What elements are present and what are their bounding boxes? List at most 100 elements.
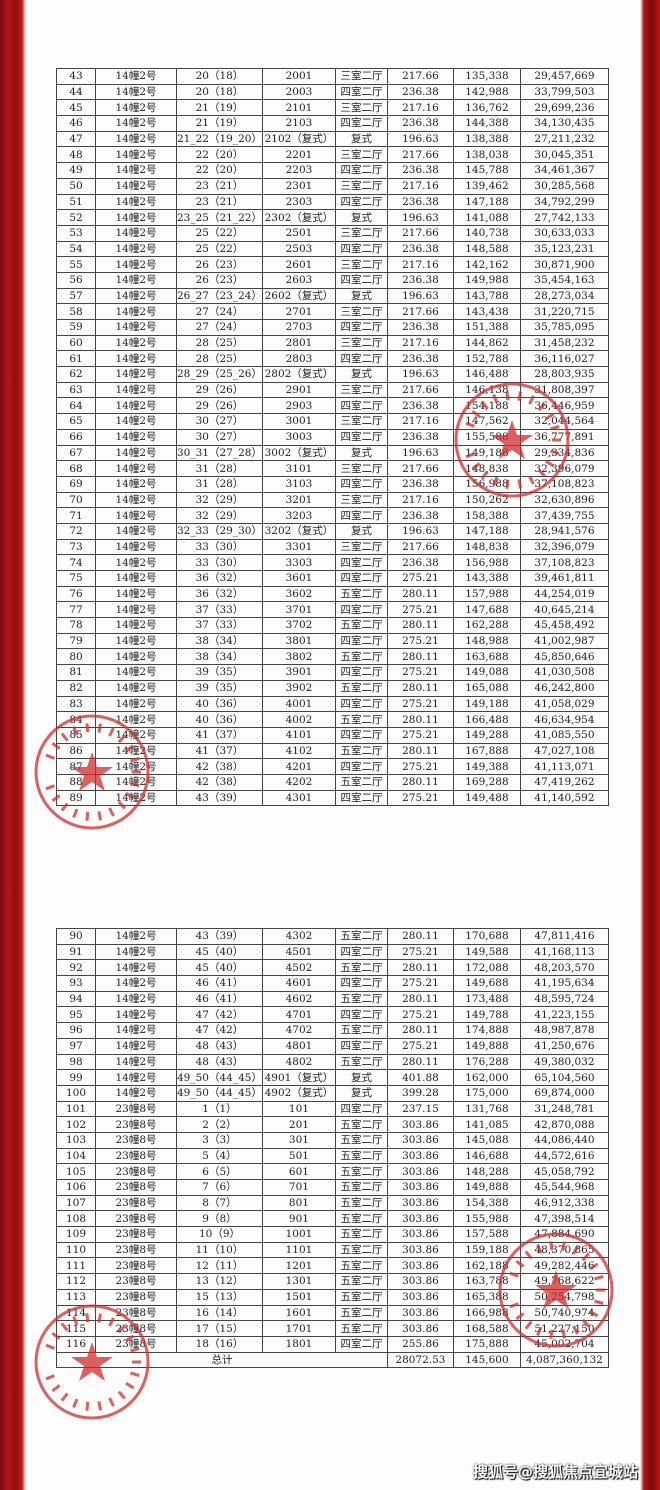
building-cell: 14幢2号 [95,319,177,336]
unit-price-cell: 167,888 [452,742,521,760]
total-price-cell: 28,273,034 [519,287,609,305]
total-price-cell: 34,792,299 [519,193,609,211]
row-number-cell: 96 [56,1022,96,1039]
room-number-cell: 4701 [261,1006,336,1024]
row-number-cell: 114 [56,1304,96,1322]
layout-type-cell: 四室二厅 [334,1100,388,1118]
unit-price-cell: 149,688 [452,975,521,992]
floor-cell: 40（36） [176,695,263,713]
total-price-cell: 51,227,150 [519,1320,609,1337]
floor-cell: 27（24） [176,319,263,336]
layout-type-cell: 四室二厅 [334,975,388,992]
building-cell: 14幢2号 [95,679,177,697]
total-price-cell: 48,370,865 [519,1241,609,1259]
building-cell: 14幢2号 [95,240,177,258]
table-row: 116 23幢8号 18（16） 1801 四室二厅 255.86 175,888 45,00… [56,1335,609,1353]
unit-price-cell: 148,838 [452,460,521,477]
table-row: 106 23幢8号 7（6） 701 五室二厅 303.86 149,888 45,544,9… [56,1179,609,1196]
table-row: 104 23幢8号 5（4） 501 五室二厅 303.86 146,688 44,572,6… [56,1147,609,1165]
row-number-cell: 44 [56,83,96,101]
layout-type-cell: 五室二厅 [334,585,388,603]
unit-price-cell: 168,588 [452,1320,521,1337]
building-cell: 23幢8号 [95,1194,177,1212]
floor-cell: 31（28） [176,475,263,493]
total-price-cell: 47,884,690 [519,1226,609,1243]
layout-type-cell: 三室二厅 [334,146,388,164]
area-cell: 303.86 [386,1163,454,1180]
table-row: 101 23幢8号 1（1） 101 四室二厅 237.15 131,768 31,248,7… [56,1100,609,1118]
table-row: 85 14幢2号 41（37） 4101 四室二厅 275.21 149,288 41,085… [56,726,609,744]
unit-price-cell: 175,000 [452,1084,521,1102]
row-number-cell: 57 [56,287,96,305]
building-cell: 23幢8号 [95,1116,177,1133]
table-row: 113 23幢8号 15（13） 1501 五室二厅 303.86 165,388 50,25… [56,1288,609,1306]
table-row: 105 23幢8号 6（5） 601 五室二厅 303.86 148,288 45,058,7… [56,1163,609,1180]
building-cell: 14幢2号 [95,381,177,399]
layout-type-cell: 三室二厅 [334,177,388,195]
unit-price-cell: 135,338 [452,68,521,85]
total-price-cell: 30,871,900 [519,256,609,273]
floor-cell: 15（13） [176,1288,263,1306]
floor-cell: 47（42） [176,1006,263,1024]
building-cell: 14幢2号 [95,350,177,368]
room-number-cell: 2303 [261,193,336,211]
row-number-cell: 109 [56,1226,96,1243]
unit-price-cell: 143,438 [452,303,521,320]
area-cell: 236.38 [386,554,454,571]
unit-price-cell: 145,788 [452,162,521,179]
total-price-cell: 45,458,492 [519,617,609,634]
unit-price-cell: 149,888 [452,1037,521,1055]
layout-type-cell: 五室二厅 [334,1053,388,1071]
unit-price-cell: 149,788 [452,1006,521,1024]
unit-price-cell: 144,862 [452,334,521,352]
layout-type-cell: 复式 [334,130,388,148]
table-row: 71 14幢2号 32（29） 3203 四室二厅 236.38 158,388 37,439… [56,507,609,524]
area-cell: 303.86 [386,1116,454,1133]
floor-cell: 28（25） [176,334,263,352]
area-cell: 303.86 [386,1147,454,1165]
total-price-cell: 47,027,108 [519,742,609,760]
layout-type-cell: 三室二厅 [334,68,388,85]
layout-type-cell: 复式 [334,1084,388,1102]
table-row: 112 23幢8号 13（12） 1301 五室二厅 303.86 163,788 49,76… [56,1273,609,1290]
room-number-cell: 2503 [261,240,336,258]
unit-price-cell: 149,288 [452,726,521,744]
table-row: 111 23幢8号 12（11） 1201 五室二厅 303.86 162,188 49,28… [56,1257,609,1275]
layout-type-cell: 四室二厅 [334,943,388,961]
building-cell: 14幢2号 [95,460,177,477]
room-number-cell: 3902 [261,679,336,697]
row-number-cell: 52 [56,209,96,226]
building-cell: 14幢2号 [95,1069,177,1086]
room-number-cell: 3103 [261,475,336,493]
layout-type-cell: 复式 [334,522,388,540]
unit-price-cell: 149,988 [452,271,521,289]
room-number-cell: 801 [261,1194,336,1212]
layout-type-cell: 四室二厅 [334,350,388,368]
floor-cell: 39（35） [176,664,263,681]
total-price-cell: 27,742,133 [519,209,609,226]
table-row: 54 14幢2号 25（22） 2503 四室二厅 236.38 148,588 35,123… [56,240,609,258]
row-number-cell: 111 [56,1257,96,1275]
total-price-cell: 30,633,033 [519,224,609,242]
room-number-cell: 4101 [261,726,336,744]
total-price-cell: 31,808,397 [519,381,609,399]
room-number-cell: 2103 [261,115,336,132]
room-number-cell: 1501 [261,1288,336,1306]
total-label: 总计 [56,1351,388,1369]
table-row: 52 14幢2号 23_25（21_22） 2302（复式） 复式 196.63 141,0… [56,209,609,226]
floor-cell: 26（23） [176,271,263,289]
room-number-cell: 1201 [261,1257,336,1275]
area-cell: 303.86 [386,1304,454,1322]
floor-cell: 18（16） [176,1335,263,1353]
building-cell: 14幢2号 [95,601,177,619]
layout-type-cell: 五室二厅 [334,1210,388,1228]
row-number-cell: 49 [56,162,96,179]
floor-cell: 37（33） [176,617,263,634]
unit-price-cell: 166,988 [452,1304,521,1322]
building-cell: 14幢2号 [95,475,177,493]
floor-cell: 48（43） [176,1053,263,1071]
layout-type-cell: 五室二厅 [334,1226,388,1243]
unit-price-cell: 149,488 [452,789,521,807]
total-price-cell: 37,439,755 [519,507,609,524]
room-number-cell: 2801 [261,334,336,352]
